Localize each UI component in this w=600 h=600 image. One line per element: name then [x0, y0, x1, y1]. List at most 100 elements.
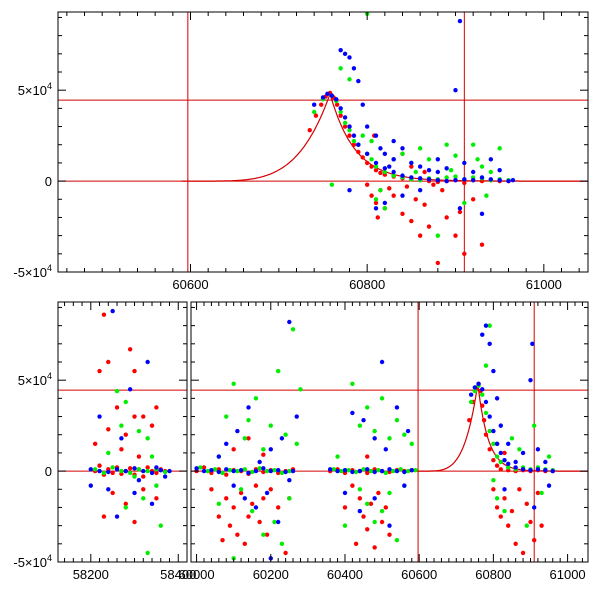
bottom-point-red-59 [238, 490, 244, 496]
bottom-point-red-107 [487, 447, 492, 452]
top-point-green-13 [382, 169, 388, 175]
bottom-point-red-61 [246, 514, 251, 519]
top-point-green-7 [351, 138, 357, 144]
bottom-plot-area-0 [58, 308, 187, 556]
bottom-point-green-49 [272, 519, 277, 525]
top-point-blue-13 [391, 169, 396, 175]
bottom-point-blue-11 [145, 359, 150, 365]
top-point-blue-32 [356, 78, 361, 84]
top-point-blue-10 [364, 151, 370, 157]
bottom-point-blue-54 [335, 468, 340, 474]
top-point-blue-50 [488, 157, 494, 162]
bottom-point-blue-90 [528, 467, 533, 473]
bottom-point-green-66 [405, 468, 411, 474]
bottom-point-red-133 [502, 450, 507, 456]
bottom-point-blue-76 [379, 359, 385, 365]
bottom-point-green-69 [357, 423, 363, 428]
top-point-green-14 [391, 173, 396, 178]
top-point-green-37 [435, 233, 441, 238]
bottom-point-red-96 [365, 454, 370, 459]
top-point-blue-6 [342, 115, 348, 120]
bottom-point-red-97 [353, 541, 359, 547]
bottom-point-blue-46 [242, 496, 247, 501]
top-point-green-4 [338, 109, 343, 115]
bottom-point-green-104 [494, 496, 500, 501]
bottom-point-blue-53 [327, 467, 333, 472]
bottom-point-green-67 [413, 467, 418, 473]
top-point-blue-33 [360, 102, 365, 107]
bottom-point-blue-49 [275, 519, 281, 525]
bottom-point-green-106 [509, 436, 515, 441]
top-point-blue-19 [444, 178, 449, 184]
top-point-red-40 [409, 218, 414, 224]
bottom-point-blue-2 [106, 469, 111, 475]
bottom-point-red-12 [145, 465, 150, 470]
top-point-green-46 [369, 138, 374, 144]
bottom-point-green-90 [483, 410, 489, 416]
bottom-point-green-59 [353, 469, 359, 475]
bottom-point-red-28 [92, 441, 98, 447]
bottom-point-blue-108 [546, 483, 552, 488]
bottom-point-green-47 [250, 508, 255, 514]
top-point-blue-40 [417, 164, 423, 169]
bottom-point-green-15 [154, 483, 159, 488]
bottom-point-red-126 [520, 550, 526, 556]
bottom-x-tick-label-1-3: 60600 [401, 567, 437, 582]
top-point-green-45 [378, 187, 383, 193]
bottom-point-blue-102 [520, 450, 526, 456]
bottom-point-blue-9 [167, 468, 172, 474]
bottom-point-green-63 [383, 470, 388, 476]
bottom-point-blue-80 [480, 387, 485, 392]
bottom-point-green-27 [235, 468, 240, 474]
bottom-point-blue-109 [502, 487, 507, 492]
bottom-point-blue-17 [149, 501, 155, 507]
bottom-point-green-14 [132, 474, 137, 479]
bottom-point-red-20 [132, 368, 137, 374]
bottom-point-blue-74 [387, 523, 392, 528]
top-point-red-33 [369, 193, 374, 198]
bottom-point-blue-106 [535, 447, 541, 452]
top-point-blue-2 [325, 91, 330, 97]
bottom-point-red-60 [242, 541, 247, 547]
top-point-green-28 [338, 66, 343, 71]
bottom-point-blue-3 [114, 467, 120, 472]
bottom-point-blue-103 [528, 377, 533, 383]
top-point-red-41 [413, 197, 418, 202]
bottom-point-blue-8 [158, 467, 163, 473]
bottom-point-green-19 [119, 423, 124, 428]
bottom-point-red-89 [365, 527, 370, 532]
top-point-blue-57 [373, 206, 379, 211]
top-point-blue-52 [382, 200, 388, 206]
bottom-point-green-81 [387, 490, 392, 496]
bottom-point-red-94 [383, 505, 388, 510]
bottom-point-green-37 [231, 381, 236, 387]
bottom-point-blue-77 [468, 392, 474, 397]
bottom-point-green-34 [287, 468, 292, 474]
bottom-point-green-2 [110, 465, 115, 470]
bottom-point-red-63 [253, 483, 259, 488]
bottom-point-green-28 [242, 467, 247, 472]
bottom-point-blue-66 [361, 417, 366, 423]
bottom-point-blue-83 [491, 428, 496, 434]
bottom-point-green-84 [342, 523, 348, 528]
bottom-point-blue-12 [127, 387, 133, 392]
bottom-point-green-64 [391, 468, 396, 474]
bottom-point-green-76 [409, 441, 414, 447]
top-point-green-39 [453, 153, 458, 158]
bottom-point-red-58 [235, 532, 240, 537]
bottom-point-green-45 [298, 387, 303, 392]
bottom-point-blue-61 [387, 467, 392, 472]
bottom-point-blue-25 [209, 467, 214, 473]
bottom-point-blue-38 [235, 428, 240, 434]
top-y-tick-label-1: 0 [45, 174, 52, 189]
bottom-point-red-109 [494, 463, 500, 468]
top-point-blue-9 [356, 142, 361, 147]
top-point-blue-49 [479, 211, 485, 217]
top-point-blue-16 [417, 176, 423, 181]
top-point-blue-44 [453, 87, 458, 93]
top-point-blue-23 [479, 175, 485, 180]
top-point-blue-29 [342, 51, 348, 57]
top-point-green-44 [497, 146, 502, 151]
bottom-point-green-110 [539, 490, 544, 496]
bottom-point-blue-5 [132, 466, 137, 471]
